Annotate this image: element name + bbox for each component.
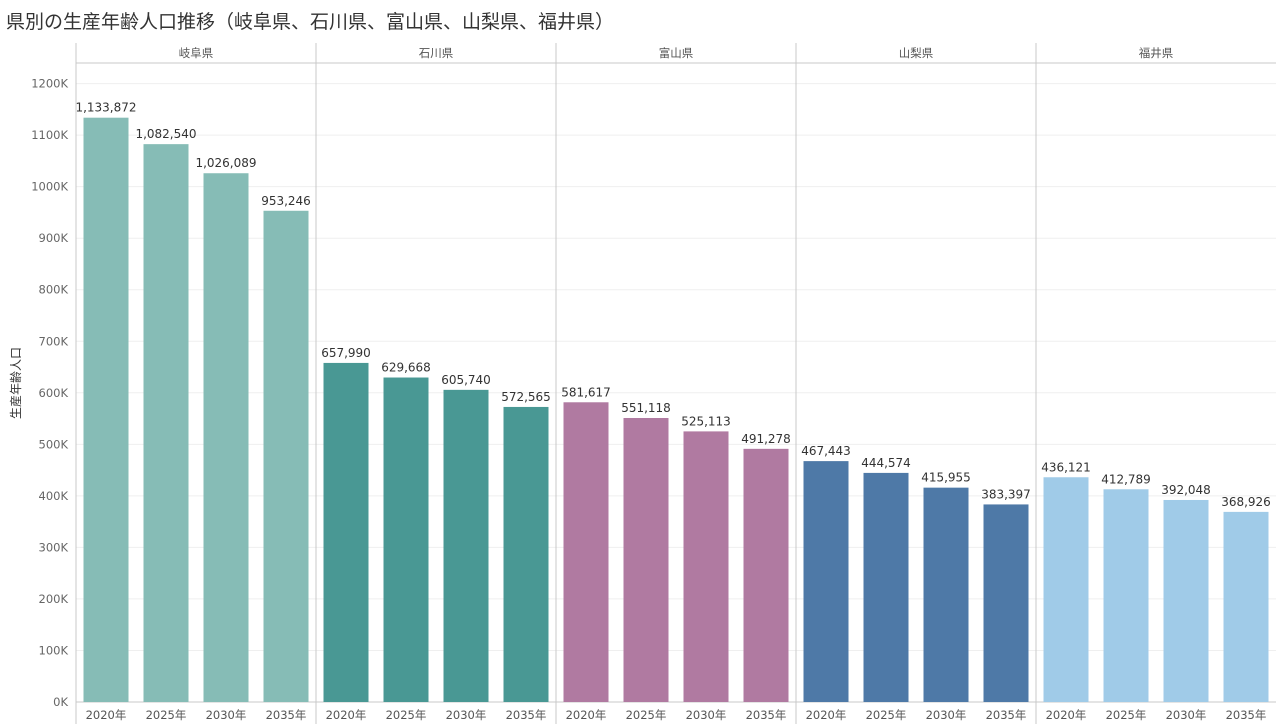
data-label: 657,990 — [321, 346, 371, 360]
x-tick-label: 2020年 — [326, 708, 367, 722]
y-tick-label: 0K — [53, 695, 68, 709]
panel-header: 石川県 — [419, 46, 454, 60]
y-tick-label: 800K — [39, 283, 69, 297]
x-tick-label: 2035年 — [986, 708, 1027, 722]
x-tick-label: 2030年 — [446, 708, 487, 722]
bar — [983, 504, 1029, 702]
y-tick-label: 700K — [39, 334, 69, 348]
y-tick-label: 200K — [39, 592, 69, 606]
y-tick-label: 300K — [39, 540, 69, 554]
data-label: 467,443 — [801, 444, 851, 458]
data-label: 368,926 — [1221, 495, 1271, 509]
bar — [863, 472, 909, 702]
bar — [383, 377, 429, 702]
data-label: 1,133,872 — [75, 101, 136, 115]
panel-header: 福井県 — [1139, 46, 1174, 60]
data-label: 383,397 — [981, 487, 1031, 501]
x-tick-label: 2020年 — [1046, 708, 1087, 722]
bar — [1163, 499, 1209, 702]
y-tick-label: 900K — [39, 231, 69, 245]
x-tick-label: 2030年 — [1166, 708, 1207, 722]
x-tick-label: 2025年 — [626, 708, 667, 722]
data-label: 551,118 — [621, 401, 671, 415]
bar — [1223, 511, 1269, 702]
bar — [503, 406, 549, 702]
x-tick-label: 2025年 — [1106, 708, 1147, 722]
y-axis-title: 生産年齢人口 — [8, 347, 23, 419]
bar — [263, 210, 309, 702]
x-tick-label: 2035年 — [506, 708, 547, 722]
y-tick-label: 1100K — [31, 128, 68, 142]
bar — [743, 448, 789, 702]
bar — [923, 487, 969, 702]
panel-header: 山梨県 — [899, 46, 934, 60]
x-tick-label: 2035年 — [1226, 708, 1267, 722]
y-tick-label: 500K — [39, 437, 69, 451]
panel-header: 富山県 — [659, 46, 694, 60]
x-tick-label: 2030年 — [926, 708, 967, 722]
bar — [203, 173, 249, 703]
data-label: 436,121 — [1041, 460, 1091, 474]
bar — [443, 389, 489, 702]
data-label: 491,278 — [741, 432, 791, 446]
data-label: 444,574 — [861, 456, 911, 470]
chart-title: 県別の生産年齢人口推移（岐阜県、石川県、富山県、山梨県、福井県） — [6, 11, 615, 33]
x-tick-label: 2035年 — [266, 708, 307, 722]
data-label: 1,026,089 — [195, 156, 256, 170]
x-tick-label: 2035年 — [746, 708, 787, 722]
panel-header: 岐阜県 — [179, 46, 214, 60]
data-label: 1,082,540 — [135, 127, 196, 141]
data-label: 415,955 — [921, 471, 971, 485]
bar — [623, 417, 669, 702]
x-tick-label: 2030年 — [686, 708, 727, 722]
bar — [83, 117, 129, 702]
bar — [563, 402, 609, 702]
bar — [323, 362, 369, 702]
data-label: 572,565 — [501, 390, 551, 404]
bar — [143, 144, 189, 702]
bar — [803, 461, 849, 702]
bar — [1043, 477, 1089, 702]
x-tick-label: 2030年 — [206, 708, 247, 722]
x-tick-label: 2020年 — [86, 708, 127, 722]
y-tick-label: 1200K — [31, 77, 68, 91]
data-label: 629,668 — [381, 361, 431, 375]
x-tick-label: 2020年 — [806, 708, 847, 722]
x-tick-label: 2025年 — [386, 708, 427, 722]
data-label: 412,789 — [1101, 472, 1151, 486]
data-label: 605,740 — [441, 373, 491, 387]
data-label: 392,048 — [1161, 483, 1211, 497]
data-label: 525,113 — [681, 414, 731, 428]
y-tick-label: 400K — [39, 489, 69, 503]
bar — [683, 431, 729, 702]
data-label: 953,246 — [261, 194, 311, 208]
y-tick-label: 600K — [39, 386, 69, 400]
x-tick-label: 2025年 — [146, 708, 187, 722]
x-tick-label: 2020年 — [566, 708, 607, 722]
bar — [1103, 489, 1149, 702]
data-label: 581,617 — [561, 385, 611, 399]
y-tick-label: 100K — [39, 643, 69, 657]
x-tick-label: 2025年 — [866, 708, 907, 722]
y-tick-label: 1000K — [31, 180, 68, 194]
